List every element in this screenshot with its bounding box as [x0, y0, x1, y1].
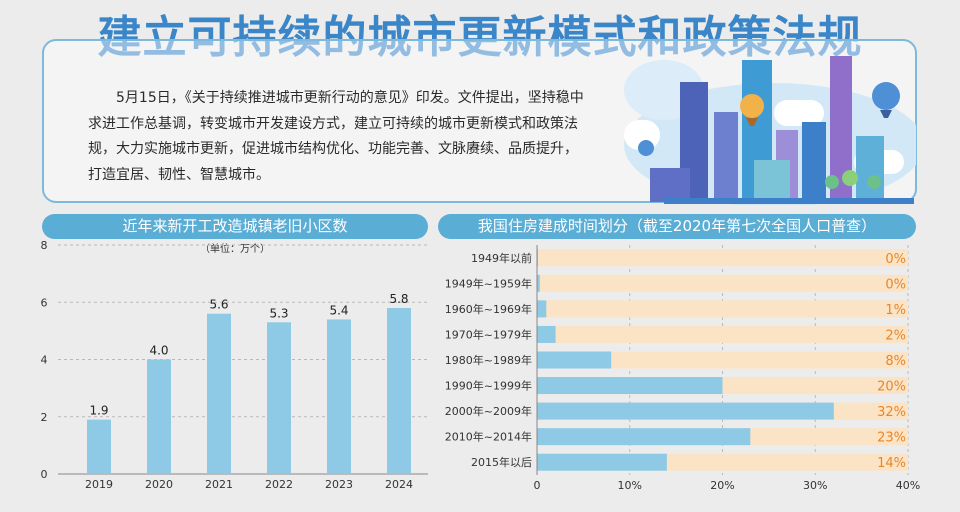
bar-value-label: 23% — [877, 431, 906, 446]
y-category-label: 1970年~1979年 — [445, 327, 532, 341]
bar-chart-unit: （单位：万个） — [200, 244, 270, 255]
hbar-6 — [537, 402, 834, 420]
y-category-label: 1960年~1969年 — [445, 302, 532, 316]
bar-value-label: 8% — [885, 354, 906, 369]
bar-value-label: 14% — [877, 456, 906, 471]
x-tick-label: 30% — [803, 479, 827, 492]
y-tick-label: 2 — [41, 411, 48, 424]
x-tick-label: 2021 — [205, 478, 233, 491]
bar-2024 — [387, 307, 411, 474]
hbar-4 — [537, 351, 612, 369]
bar-value-label: 4.0 — [149, 344, 168, 358]
x-tick-label: 0 — [534, 479, 541, 492]
y-tick-label: 4 — [41, 354, 48, 367]
y-category-label: 2010年~2014年 — [445, 430, 532, 444]
bar-2019 — [87, 419, 111, 474]
bar-value-label: 5.8 — [389, 292, 408, 306]
bar-track — [537, 325, 908, 343]
city-illustration — [624, 56, 916, 205]
y-category-label: 1990年~1999年 — [445, 379, 532, 393]
bar-2021 — [207, 313, 231, 474]
bar-value-label: 1.9 — [89, 404, 108, 418]
x-tick-label: 20% — [710, 479, 734, 492]
bar-value-label: 20% — [877, 380, 906, 395]
bar-chart-header: 近年来新开工改造城镇老旧小区数 — [42, 214, 428, 239]
y-category-label: 1980年~1989年 — [445, 353, 532, 367]
hbar-chart-header: 我国住房建成时间划分（截至2020年第七次全国人口普查） — [438, 214, 916, 239]
page-title: 建立可持续的城市更新模式和政策法规 — [97, 12, 863, 63]
x-tick-label: 2024 — [385, 478, 413, 491]
y-tick-label: 0 — [41, 468, 48, 481]
x-tick-label: 2023 — [325, 478, 353, 491]
bar-track — [537, 274, 908, 292]
hbar-1 — [537, 274, 540, 292]
bar-value-label: 32% — [877, 405, 906, 420]
hbar-2 — [537, 300, 547, 318]
x-tick-label: 10% — [618, 479, 642, 492]
bar-2020 — [147, 359, 171, 474]
bar-2023 — [327, 319, 351, 474]
bar-value-label: 5.6 — [209, 298, 228, 312]
bar-value-label: 2% — [885, 328, 906, 343]
y-tick-label: 8 — [41, 239, 48, 252]
x-tick-label: 40% — [896, 479, 920, 492]
hbar-8 — [537, 453, 667, 471]
bar-value-label: 0% — [885, 277, 906, 292]
bar-value-label: 0% — [885, 252, 906, 267]
bar-value-label: 5.3 — [269, 306, 288, 320]
y-category-label: 1949年以前 — [471, 251, 532, 265]
hbar-3 — [537, 325, 556, 343]
hbar-5 — [537, 377, 723, 395]
hbar-7 — [537, 428, 751, 446]
y-tick-label: 6 — [41, 296, 48, 309]
bar-2022 — [267, 322, 291, 474]
y-category-label: 2000年~2009年 — [445, 404, 532, 418]
intro-text: 5月15日，《关于持续推进城市更新行动的意见》印发。文件提出，坚持稳中求进工作总… — [88, 90, 584, 183]
bar-track — [537, 249, 908, 267]
bar-value-label: 1% — [885, 303, 906, 318]
x-tick-label: 2020 — [145, 478, 173, 491]
y-category-label: 2015年以后 — [471, 455, 532, 469]
y-category-label: 1949年~1959年 — [445, 276, 532, 290]
bar-value-label: 5.4 — [329, 303, 348, 317]
x-tick-label: 2019 — [85, 478, 113, 491]
bar-track — [537, 351, 908, 369]
x-tick-label: 2022 — [265, 478, 293, 491]
bar-track — [537, 300, 908, 318]
